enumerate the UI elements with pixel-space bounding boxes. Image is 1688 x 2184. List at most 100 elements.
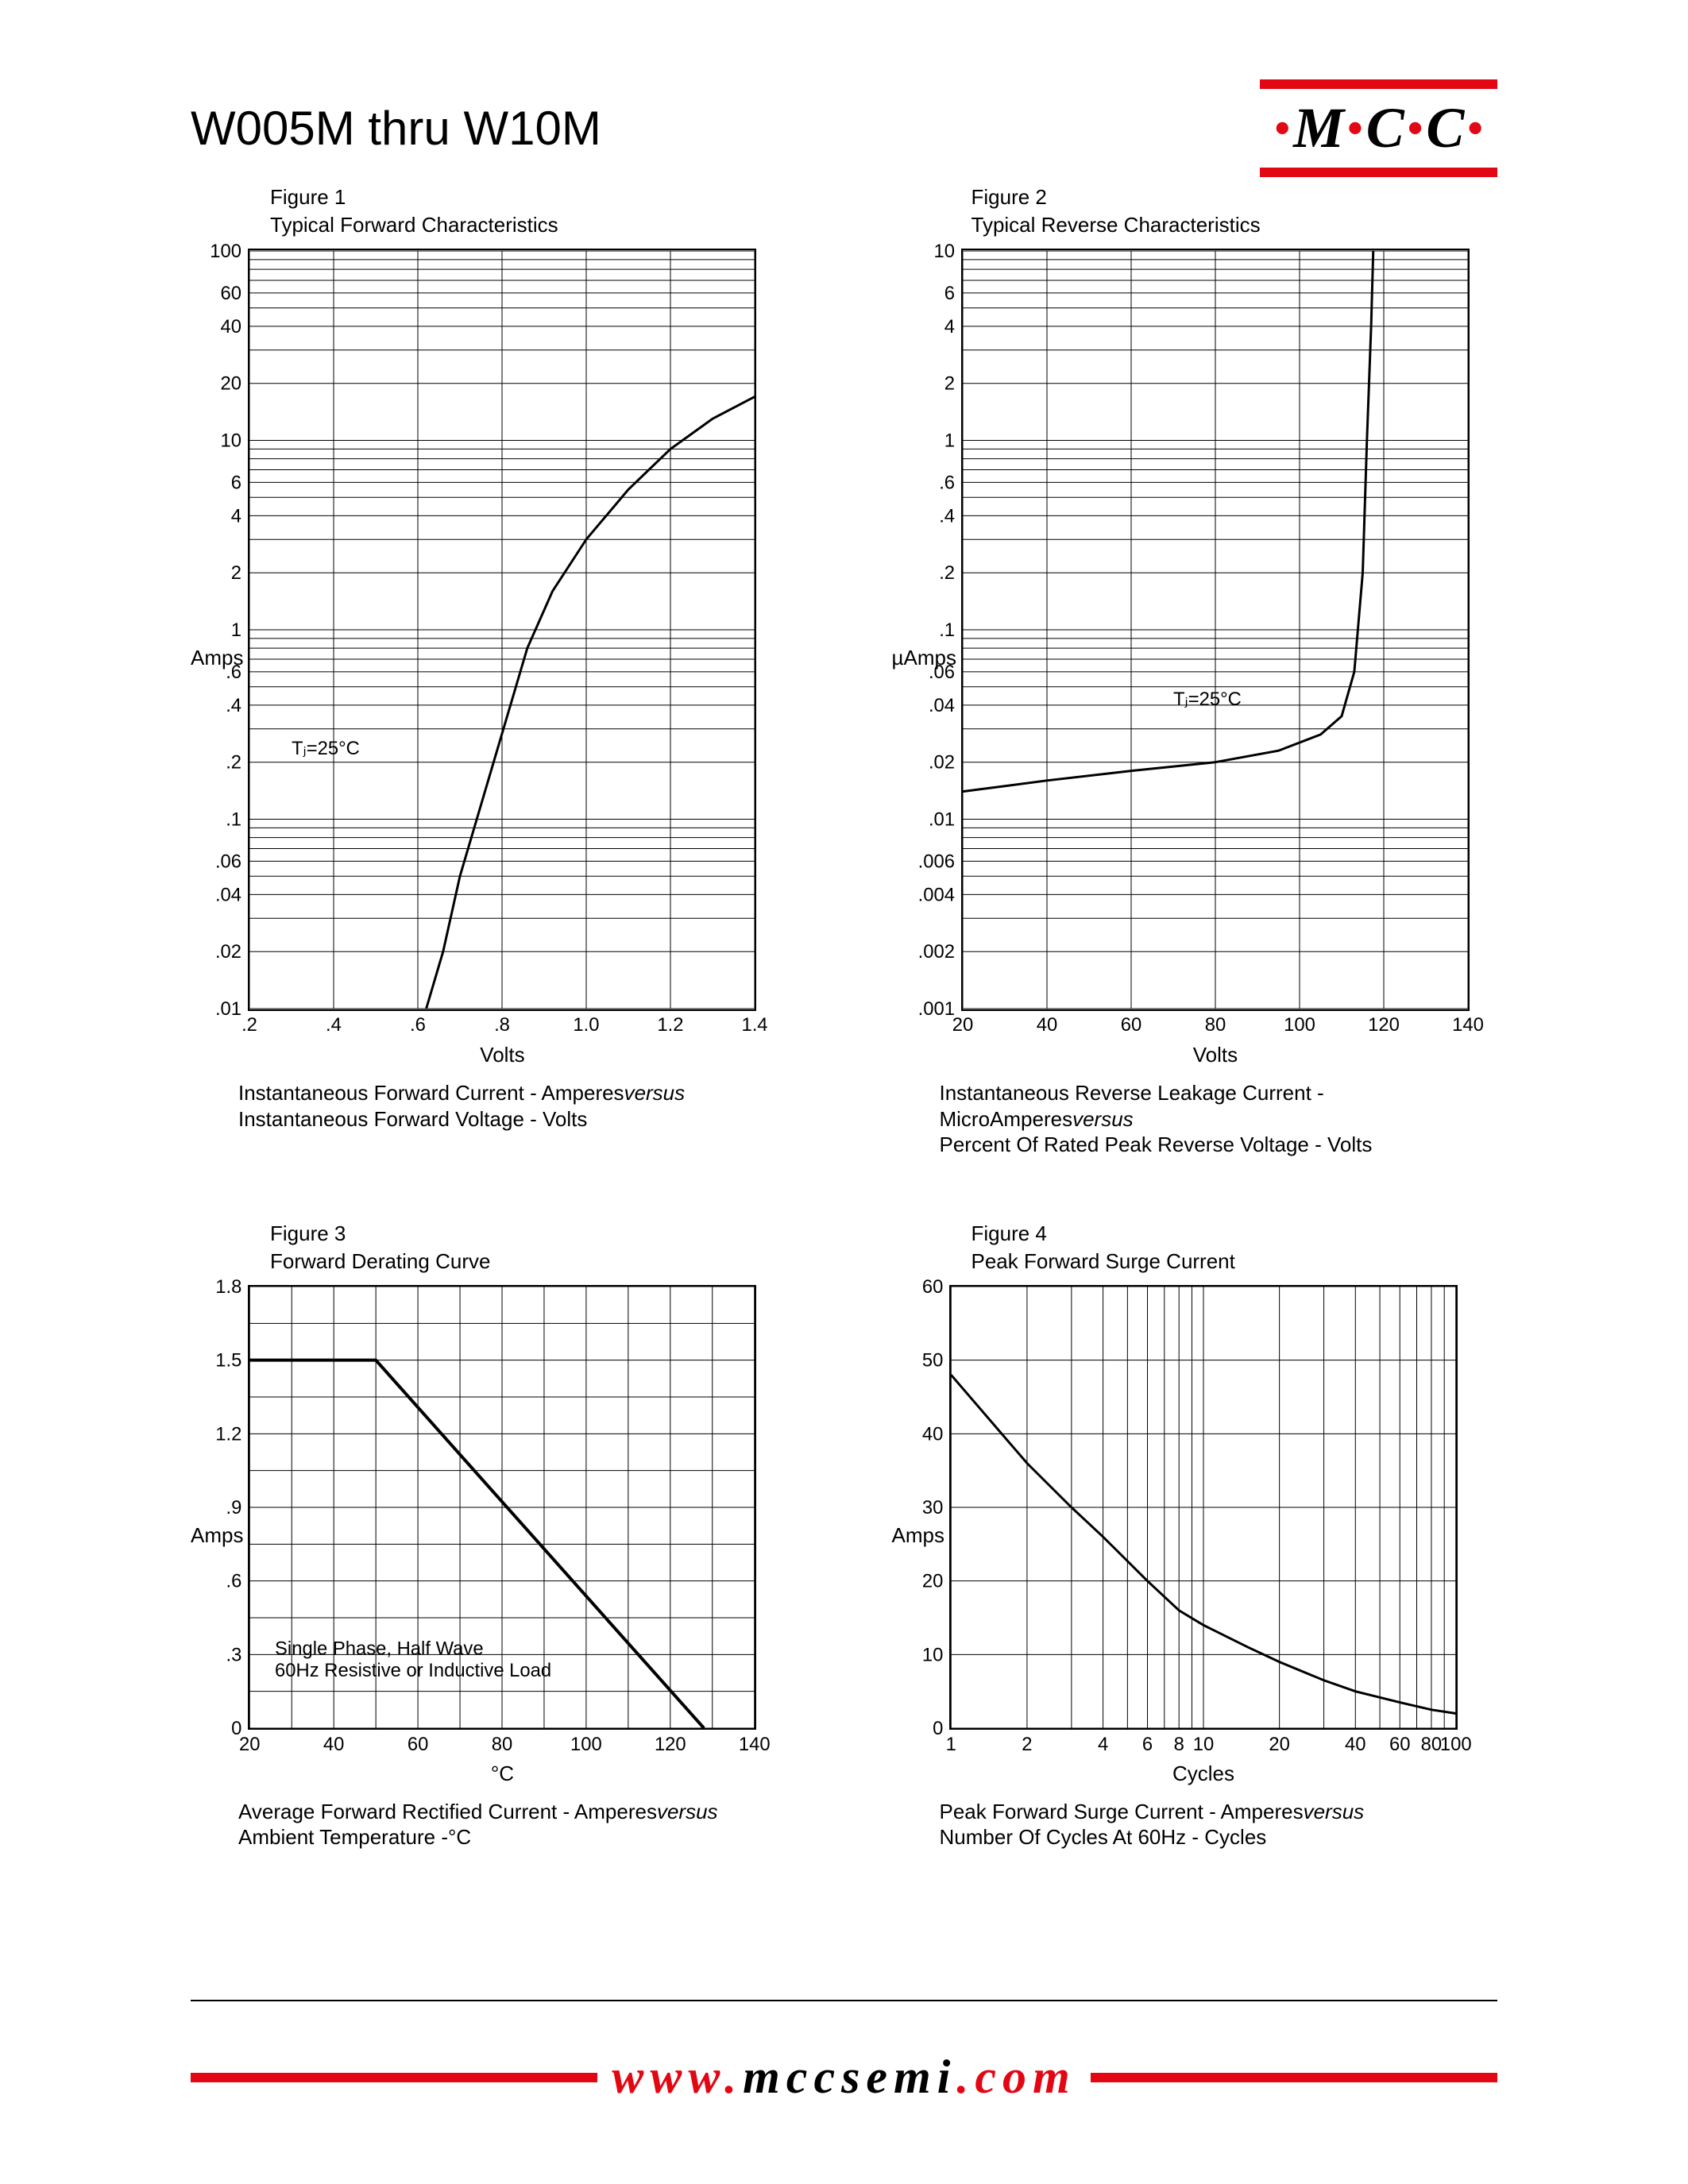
svg-text:6: 6 (231, 472, 241, 493)
svg-text:1.4: 1.4 (742, 1014, 768, 1036)
svg-text:60: 60 (1389, 1733, 1411, 1754)
svg-text:80: 80 (1421, 1733, 1443, 1754)
svg-text:50: 50 (922, 1349, 944, 1371)
svg-text:.001: .001 (918, 998, 955, 1020)
svg-text:.3: .3 (226, 1644, 242, 1665)
svg-text:.1: .1 (939, 619, 955, 641)
figure-1: Figure 1 Typical Forward Characteristics… (191, 185, 797, 1158)
fig4-caption: Peak Forward Surge Current - Amperesvers… (940, 1799, 1498, 1850)
svg-text:20: 20 (240, 1733, 261, 1754)
svg-text:40: 40 (1345, 1733, 1366, 1754)
svg-text:6: 6 (944, 283, 955, 304)
fig3-caption: Average Forward Rectified Current - Ampe… (238, 1799, 797, 1850)
fig1-plot: .2.4.6.81.01.21.4.01.02.04.06.1.2.4.6124… (248, 249, 756, 1011)
svg-text:0: 0 (232, 1717, 242, 1738)
logo-dot: • (1467, 103, 1483, 154)
svg-text:Tⱼ=25°C: Tⱼ=25°C (292, 738, 360, 759)
fig2-caption: Instantaneous Reverse Leakage Current - … (940, 1080, 1498, 1158)
svg-text:100: 100 (1284, 1014, 1315, 1036)
svg-text:60: 60 (922, 1275, 944, 1297)
fig3-xlabel: °C (491, 1761, 514, 1786)
svg-text:40: 40 (1037, 1014, 1058, 1036)
svg-text:20: 20 (221, 373, 242, 395)
fig4-xlabel: Cycles (1172, 1761, 1234, 1786)
fig2-xlabel: Volts (1193, 1043, 1238, 1067)
fig4-plot: 1246810204060801000102030405060 (949, 1285, 1458, 1730)
fig3-title: Forward Derating Curve (270, 1249, 797, 1274)
svg-text:.4: .4 (326, 1014, 342, 1036)
svg-text:.02: .02 (215, 941, 241, 963)
svg-text:.006: .006 (918, 851, 955, 872)
footer-bar-left (191, 2073, 597, 2082)
svg-text:100: 100 (1440, 1733, 1472, 1754)
fig1-title: Typical Forward Characteristics (270, 213, 797, 237)
svg-text:.04: .04 (215, 884, 241, 905)
svg-text:80: 80 (492, 1733, 513, 1754)
svg-text:1.2: 1.2 (216, 1423, 242, 1445)
fig3-label: Figure 3 (270, 1221, 797, 1246)
svg-text:140: 140 (1452, 1014, 1484, 1036)
svg-text:60: 60 (408, 1733, 429, 1754)
fig4-ylabel: Amps (892, 1523, 944, 1548)
svg-text:10: 10 (221, 430, 242, 451)
fig2-label: Figure 2 (971, 185, 1498, 210)
logo-letter-m: M (1293, 95, 1344, 161)
logo-dot: • (1274, 103, 1290, 154)
svg-text:40: 40 (221, 316, 242, 338)
logo-dot: • (1408, 103, 1423, 154)
fig1-xlabel: Volts (480, 1043, 524, 1067)
svg-text:20: 20 (952, 1014, 974, 1036)
svg-text:.01: .01 (929, 808, 955, 830)
svg-text:1.5: 1.5 (216, 1349, 242, 1371)
svg-text:6: 6 (1142, 1733, 1153, 1754)
svg-text:Single Phase, Half Wave: Single Phase, Half Wave (276, 1638, 485, 1659)
fig2-title: Typical Reverse Characteristics (971, 213, 1498, 237)
svg-text:.2: .2 (939, 562, 955, 584)
svg-text:8: 8 (1174, 1733, 1184, 1754)
svg-text:4: 4 (231, 505, 241, 527)
figure-2: Figure 2 Typical Reverse Characteristics… (892, 185, 1498, 1158)
svg-text:60Hz Resistive or Inductive Lo: 60Hz Resistive or Inductive Load (276, 1660, 552, 1681)
svg-text:.04: .04 (929, 695, 955, 716)
svg-text:1.8: 1.8 (216, 1275, 242, 1297)
fig3-ylabel: Amps (191, 1523, 243, 1548)
logo-letter-c2: C (1426, 95, 1464, 161)
svg-text:.1: .1 (226, 808, 242, 830)
divider (191, 2000, 1497, 2001)
svg-text:10: 10 (922, 1644, 944, 1665)
svg-text:.6: .6 (411, 1014, 427, 1036)
svg-text:.02: .02 (929, 752, 955, 774)
svg-text:.4: .4 (939, 505, 955, 527)
logo-dot: • (1347, 103, 1363, 154)
svg-text:10: 10 (934, 241, 956, 262)
fig4-label: Figure 4 (971, 1221, 1498, 1246)
svg-text:60: 60 (221, 283, 242, 304)
svg-text:1: 1 (946, 1733, 956, 1754)
svg-text:40: 40 (922, 1423, 944, 1445)
svg-text:140: 140 (739, 1733, 771, 1754)
svg-text:120: 120 (655, 1733, 686, 1754)
figure-3: Figure 3 Forward Derating Curve Amps 20 4… (191, 1221, 797, 1850)
svg-text:1.0: 1.0 (574, 1014, 600, 1036)
svg-text:80: 80 (1205, 1014, 1226, 1036)
svg-text:120: 120 (1368, 1014, 1400, 1036)
mcc-logo: • M • C • C • (1260, 79, 1497, 177)
svg-text:2: 2 (231, 562, 241, 584)
page-title: W005M thru W10M (191, 101, 601, 156)
svg-text:20: 20 (922, 1570, 944, 1592)
svg-text:.002: .002 (918, 941, 955, 963)
svg-text:Tⱼ=25°C: Tⱼ=25°C (1173, 689, 1242, 710)
svg-text:.6: .6 (939, 472, 955, 493)
svg-text:2: 2 (1022, 1733, 1032, 1754)
fig1-caption: Instantaneous Forward Current - Amperesv… (238, 1080, 797, 1132)
svg-text:30: 30 (922, 1496, 944, 1518)
svg-text:100: 100 (211, 241, 242, 262)
svg-text:1: 1 (231, 619, 241, 641)
fig2-plot: 20406080100120140.001.002.004.006.01.02.… (961, 249, 1470, 1011)
svg-text:.9: .9 (226, 1496, 242, 1518)
svg-text:1: 1 (944, 430, 955, 451)
svg-text:100: 100 (571, 1733, 603, 1754)
svg-text:.6: .6 (226, 662, 242, 683)
svg-text:1.2: 1.2 (658, 1014, 684, 1036)
svg-text:40: 40 (323, 1733, 345, 1754)
